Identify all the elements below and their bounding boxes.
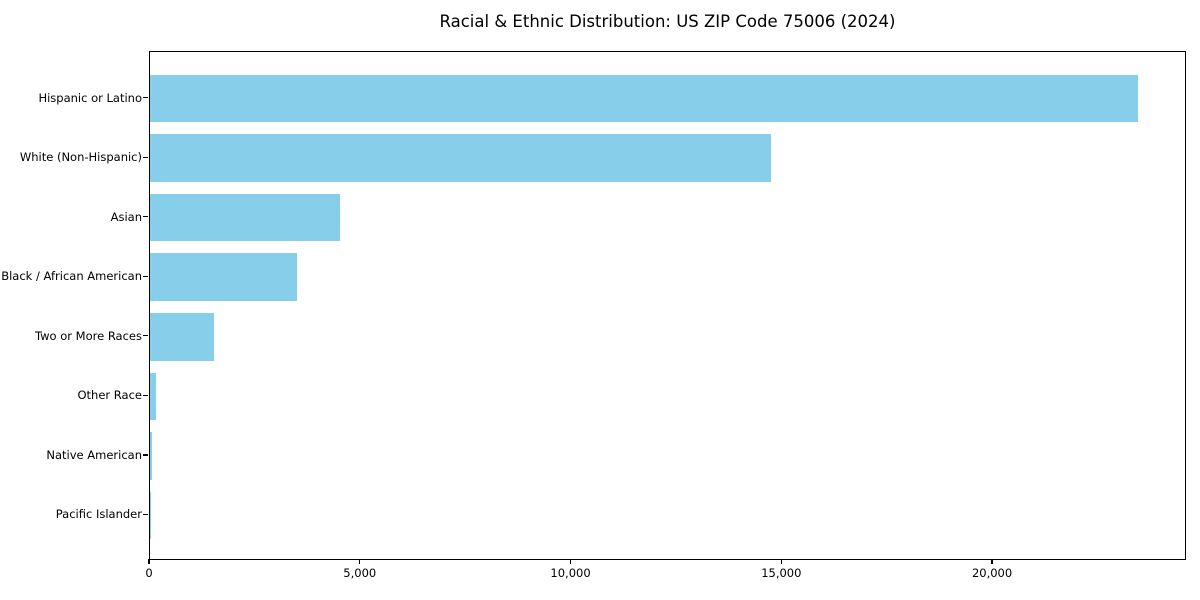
y-tick-mark	[143, 513, 148, 516]
plot-area	[149, 51, 1186, 560]
x-tick-mark	[569, 559, 572, 564]
y-tick-label-hispanic-or-latino: Hispanic or Latino	[38, 90, 142, 105]
y-tick-mark	[143, 335, 148, 337]
x-tick-label-5000: 5,000	[343, 566, 377, 580]
y-tick-label-black-african-american: Black / African American	[1, 269, 142, 284]
x-tick-label-15000: 15,000	[761, 566, 802, 580]
y-tick-mark	[143, 454, 148, 456]
x-tick-mark	[991, 559, 993, 564]
x-tick-label-0: 0	[145, 566, 153, 580]
y-tick-label-native-american: Native American	[46, 447, 142, 462]
y-tick-label-white-non-hispanic: White (Non-Hispanic)	[19, 150, 142, 165]
bar-asian	[150, 193, 340, 242]
bar-white-non-hispanic	[150, 134, 771, 182]
x-tick-mark	[148, 559, 150, 564]
x-tick-label-20000: 20,000	[971, 566, 1013, 580]
x-tick-label-10000: 10,000	[550, 566, 591, 580]
y-tick-mark	[143, 97, 148, 99]
x-tick-mark	[359, 559, 361, 564]
y-tick-mark	[143, 156, 148, 158]
y-tick-label-other-race: Other Race	[77, 388, 143, 403]
bar-black-african-american	[150, 253, 297, 302]
x-tick-mark	[780, 559, 782, 564]
y-tick-label-asian: Asian	[110, 209, 142, 224]
bar-hispanic-or-latino	[150, 74, 1138, 123]
y-tick-mark	[143, 216, 148, 218]
chart-title: Racial & Ethnic Distribution: US ZIP Cod…	[439, 12, 896, 31]
y-tick-label-two-or-more-races: Two or More Races	[35, 328, 142, 343]
y-tick-mark	[143, 275, 148, 277]
bar-native-american	[150, 432, 152, 480]
y-tick-mark	[143, 394, 148, 397]
bar-two-or-more-races	[150, 312, 214, 361]
y-tick-label-pacific-islander: Pacific Islander	[55, 507, 142, 522]
bar-other-race	[150, 372, 157, 421]
